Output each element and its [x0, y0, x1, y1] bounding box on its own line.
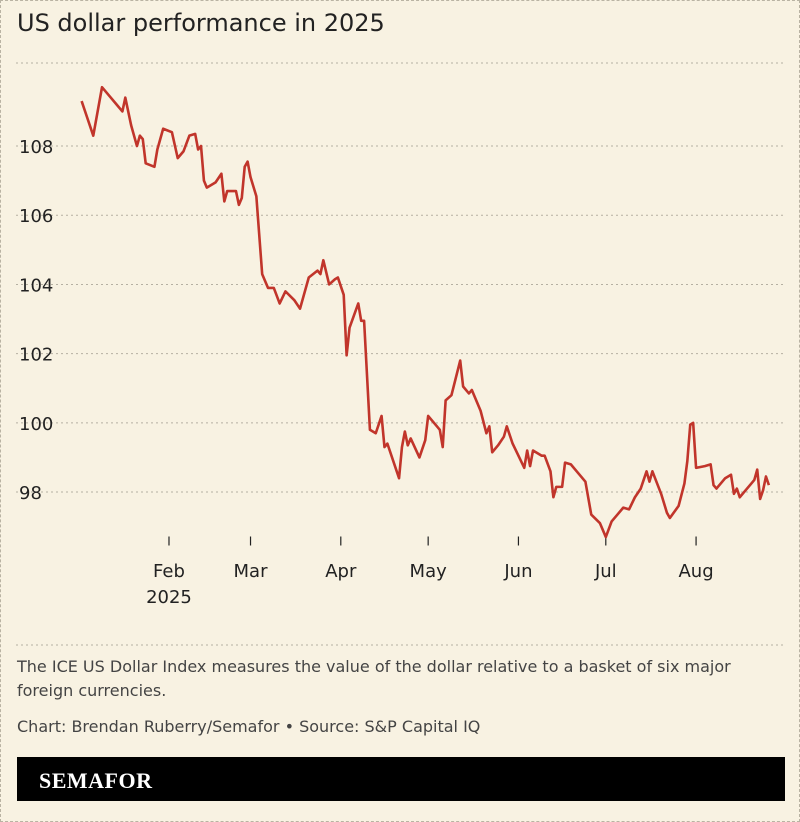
- x-tick-year: 2025: [146, 587, 192, 608]
- credit: Chart: Brendan Ruberry/Semafor • Source:…: [17, 717, 481, 736]
- line: [80, 85, 771, 539]
- note: The ICE US Dollar Index measures the val…: [17, 657, 731, 700]
- y-tick-label: 102: [19, 345, 53, 366]
- y-tick-label: 104: [19, 275, 53, 296]
- brand-bar: SEMAFOR: [17, 757, 785, 801]
- x-tick-label: Mar: [234, 561, 269, 582]
- x-tick-label: Apr: [325, 561, 357, 582]
- y-tick-label: 108: [19, 137, 53, 158]
- chart: US dollar performance in 2025 98 100 102 10…: [16, 9, 786, 646]
- y-tick-label: 98: [19, 483, 42, 504]
- x-tick-label: May: [410, 561, 448, 582]
- chart-title: US dollar performance in 2025: [17, 9, 385, 37]
- x-tick-label: Jun: [503, 561, 532, 582]
- brand: SEMAFOR: [39, 768, 153, 793]
- y-tick-label: 106: [19, 206, 53, 227]
- x-tick-label: Feb: [153, 561, 185, 582]
- x-tick-label: Aug: [678, 561, 713, 582]
- y-tick-label: 100: [19, 414, 53, 435]
- x-tick-label: Jul: [594, 561, 617, 582]
